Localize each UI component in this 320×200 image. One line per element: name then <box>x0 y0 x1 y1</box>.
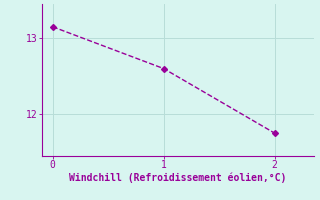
X-axis label: Windchill (Refroidissement éolien,°C): Windchill (Refroidissement éolien,°C) <box>69 173 286 183</box>
